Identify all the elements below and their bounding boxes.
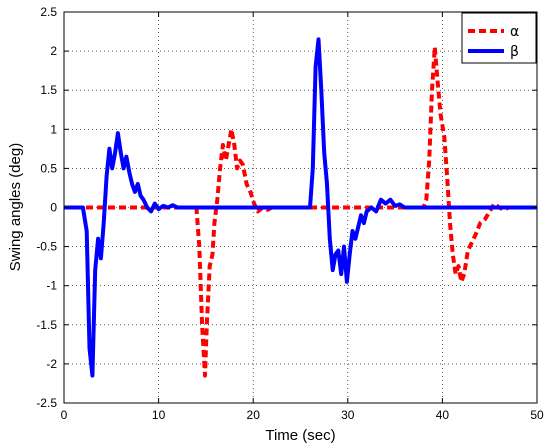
x-tick-label: 20 [247,408,261,422]
y-tick-label: 1 [50,122,57,136]
legend: α β [461,12,537,64]
y-tick-label: -2.5 [36,396,57,410]
legend-label-beta: β [510,44,519,60]
y-tick-label: 1.5 [40,83,57,97]
x-tick-label: 0 [61,408,68,422]
x-tick-label: 50 [530,408,544,422]
y-tick-label: 0 [50,201,57,215]
y-axis-label: Swing angles (deg) [7,143,24,271]
series-line-beta [64,37,537,378]
y-tick-label: 2 [50,44,57,58]
x-axis-label: Time (sec) [265,427,335,444]
y-tick-label: -1.5 [36,318,57,332]
series-group [64,37,537,378]
x-tick-label: 10 [152,408,166,422]
y-tick-label: -1 [46,279,57,293]
ticks [63,11,538,404]
tick-labels: 0 10 20 30 40 50 -2.5 -2 -1.5 -1 -0.5 0 0.5 1 1.5 2 2.5 [36,5,544,422]
y-tick-label: 2.5 [40,5,57,19]
x-tick-label: 40 [436,408,450,422]
legend-box [461,12,537,64]
y-tick-label: -2 [46,357,57,371]
y-tick-label: -0.5 [36,240,57,254]
legend-label-alpha: α [510,24,519,40]
x-tick-label: 30 [341,408,355,422]
y-tick-label: 0.5 [40,161,57,175]
